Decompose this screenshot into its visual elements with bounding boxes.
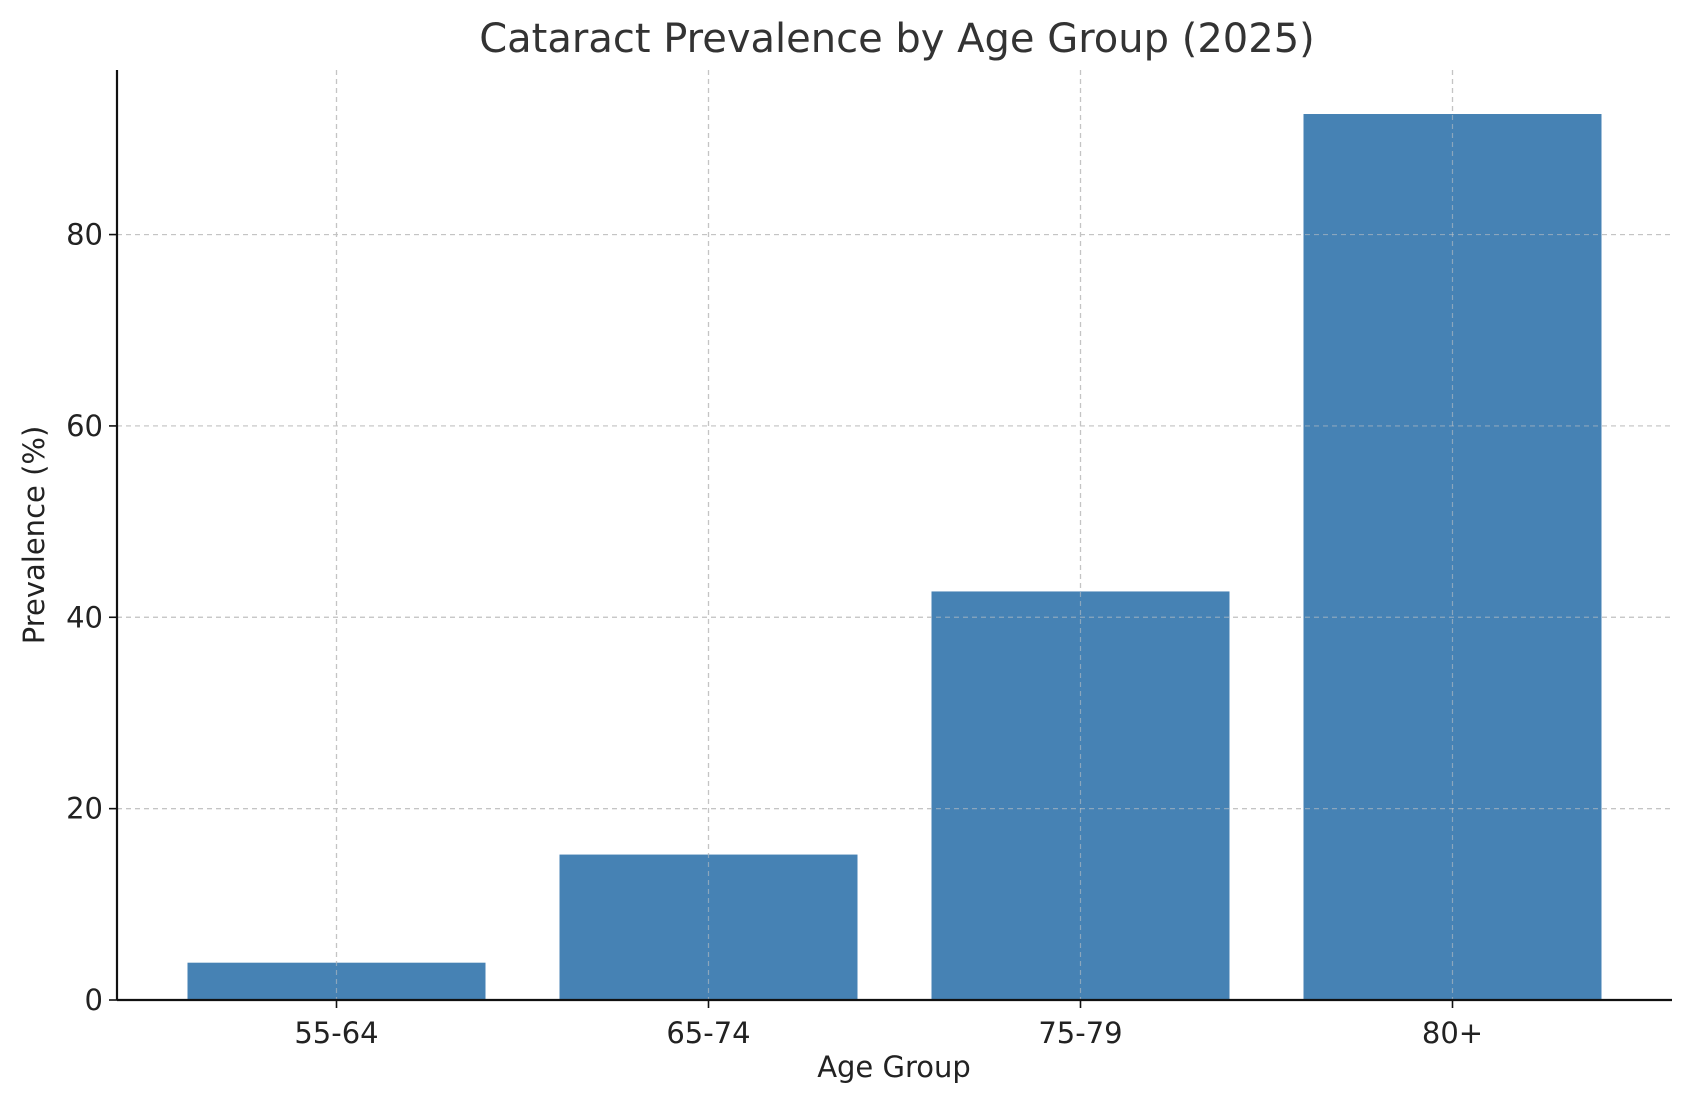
- x-tick-label: 55-64: [294, 1016, 378, 1050]
- chart-title: Cataract Prevalence by Age Group (2025): [479, 16, 1315, 62]
- x-tick-label: 65-74: [666, 1016, 750, 1050]
- y-tick-label: 20: [66, 792, 103, 826]
- axis-ticks: 0 20 40 60 80 55-64 65-74 75-79 80+: [66, 218, 1483, 1050]
- y-tick-label: 60: [66, 409, 103, 443]
- x-tick-label: 80+: [1422, 1016, 1483, 1050]
- y-axis-label: Prevalence (%): [17, 426, 51, 645]
- y-tick-label: 0: [85, 983, 103, 1017]
- bars: [187, 114, 1602, 1001]
- y-tick-label: 80: [66, 218, 103, 252]
- grid-overlay: [117, 70, 1672, 1000]
- x-tick-label: 75-79: [1038, 1016, 1122, 1050]
- x-axis-label: Age Group: [817, 1050, 971, 1084]
- y-tick-label: 40: [66, 600, 103, 634]
